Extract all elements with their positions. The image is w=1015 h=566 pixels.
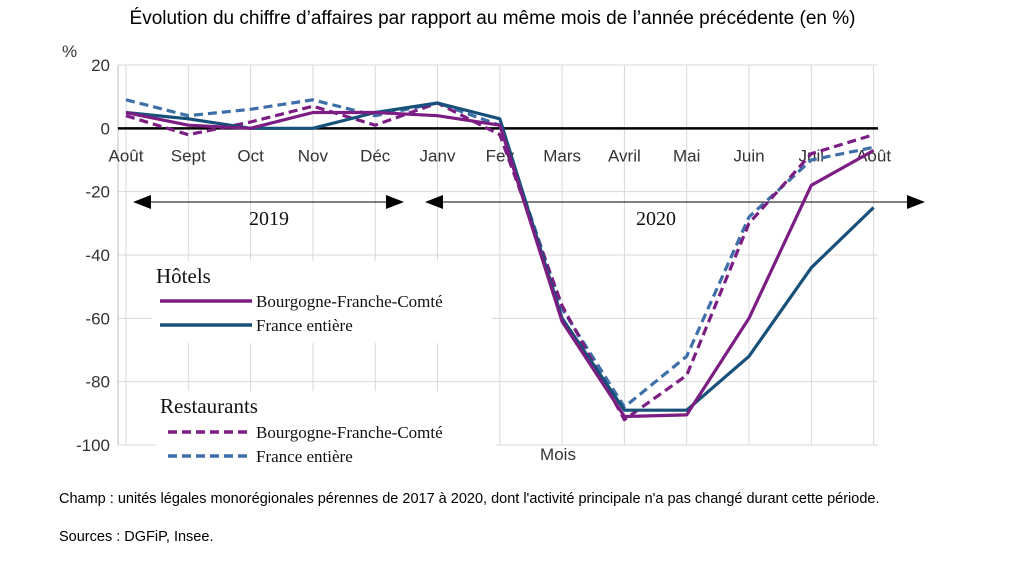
period-arrow-right-head xyxy=(907,195,925,209)
period-arrow-right-head xyxy=(386,195,404,209)
x-tick-label: Août xyxy=(856,146,891,165)
y-tick-label: -20 xyxy=(85,183,110,202)
x-tick-label: Janv xyxy=(420,146,456,165)
x-tick-label: Avril xyxy=(608,146,641,165)
legend-entry-label: France entière xyxy=(256,447,353,466)
period-label: 2020 xyxy=(636,208,676,230)
x-tick-label: Sept xyxy=(171,146,206,165)
line-chart: 20 0 -20 -40 -60 -80 -100% Août Sept Oct Nov Déc Jan… xyxy=(62,42,925,471)
x-tick-label: Nov xyxy=(298,146,329,165)
footnote-scope: Champ : unités légales monorégionales pé… xyxy=(59,491,880,507)
y-axis-unit-label: % xyxy=(62,42,77,61)
legend-group-title: Restaurants xyxy=(160,394,258,418)
legend: Hôtels Bourgogne-Franche-Comté France enti… xyxy=(152,261,496,471)
x-tick-label: Août xyxy=(109,146,144,165)
y-tick-label: -80 xyxy=(85,373,110,392)
x-tick-label: Mai xyxy=(673,146,700,165)
series-line-restaurants-bfc xyxy=(125,101,875,422)
period-label: 2019 xyxy=(249,208,289,230)
gridlines xyxy=(118,64,878,446)
series-lines xyxy=(125,98,875,422)
legend-entry-label: Bourgogne-Franche-Comté xyxy=(256,423,443,442)
chart-title: Évolution du chiffre d’affaires par rapp… xyxy=(129,8,856,29)
x-tick-label: Juin xyxy=(733,146,764,165)
x-tick-label: Déc xyxy=(360,146,391,165)
axes: 20 0 -20 -40 -60 -80 -100% Août Sept Oct Nov Déc Jan… xyxy=(62,42,925,464)
x-tick-label: Oct xyxy=(237,146,264,165)
period-arrow-left-head xyxy=(425,195,443,209)
y-tick-label: -60 xyxy=(85,309,110,328)
legend-entry-label: Bourgogne-Franche-Comté xyxy=(256,292,443,311)
y-tick-label: 0 xyxy=(101,119,110,138)
x-axis-title: Mois xyxy=(540,445,576,464)
legend-group-title: Hôtels xyxy=(156,264,211,288)
series-line-hotels-bfc xyxy=(125,110,875,419)
footnote-sources: Sources : DGFiP, Insee. xyxy=(59,529,214,545)
x-tick-label: Mars xyxy=(543,146,581,165)
y-tick-label: 20 xyxy=(91,56,110,75)
legend-entry-label: France entière xyxy=(256,316,353,335)
y-tick-label: -40 xyxy=(85,246,110,265)
y-tick-label: -100 xyxy=(76,436,110,455)
period-arrow-left-head xyxy=(133,195,151,209)
